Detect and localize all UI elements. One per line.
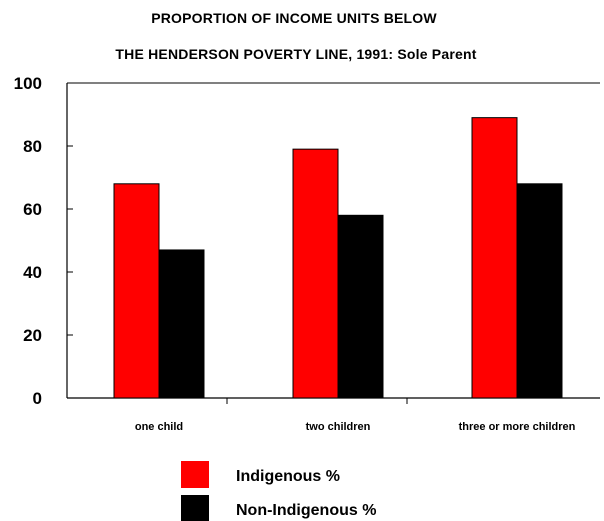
chart-title: PROPORTION OF INCOME UNITS BELOW [151,10,437,26]
legend: Indigenous % Non-Indigenous % [181,461,376,521]
bar-indigenous [292,148,339,399]
legend-label: Indigenous % [236,468,340,485]
chart-subtitle: THE HENDERSON POVERTY LINE, 1991: Sole P… [115,46,477,62]
y-tick-label: 20 [23,326,42,345]
bar-indigenous [471,117,518,399]
y-tick-label: 0 [33,389,42,408]
bar-non-indigenous [337,214,384,399]
y-tick-label: 40 [23,263,42,282]
x-category-label: three or more children [459,421,576,433]
y-axis-ticks: 0 20 40 60 80 100 [14,74,73,408]
bars [113,117,563,399]
bar-non-indigenous [516,183,563,399]
bar-non-indigenous [158,249,205,399]
y-tick-label: 100 [14,74,42,93]
legend-swatch [181,461,209,488]
y-tick-label: 80 [23,137,42,156]
x-category-label: two children [306,421,371,433]
legend-swatch [181,495,209,521]
y-tick-label: 60 [23,200,42,219]
bar-indigenous [113,183,160,399]
legend-label: Non-Indigenous % [236,502,376,519]
x-axis-categories: one child two children three or more child… [135,398,576,433]
x-category-label: one child [135,421,183,433]
